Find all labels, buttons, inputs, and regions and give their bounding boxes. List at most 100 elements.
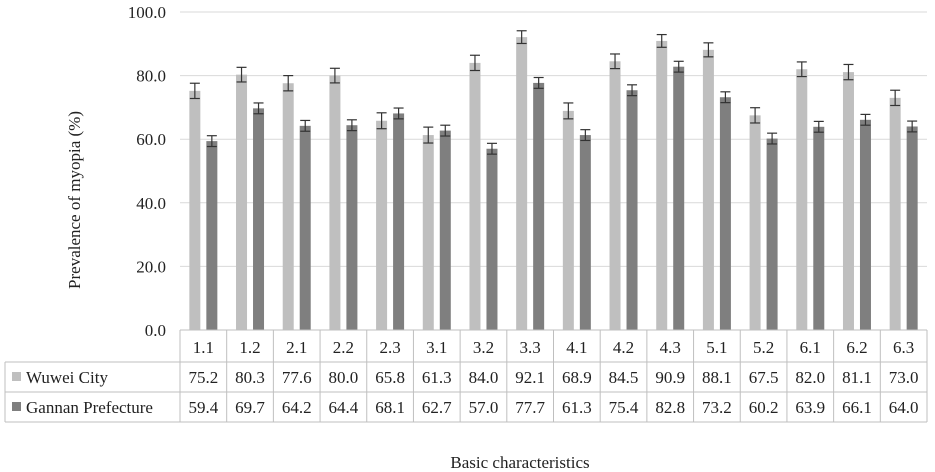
error-bar [236, 66, 247, 83]
error-bar [627, 84, 638, 97]
bar [906, 126, 918, 330]
error-bar [206, 135, 217, 148]
error-bar [610, 53, 621, 70]
data-label: 75.2 [188, 368, 218, 387]
data-label: 64.2 [282, 398, 312, 417]
y-axis-label: Prevalence of myopia (%) [65, 111, 84, 289]
bar [609, 61, 621, 330]
x-tick-label: 4.1 [566, 338, 587, 357]
data-label: 59.4 [188, 398, 218, 417]
bar [376, 120, 388, 330]
y-tick-label: 100.0 [128, 3, 166, 22]
error-bar [703, 42, 714, 58]
y-tick-label: 0.0 [145, 321, 166, 340]
error-bar [656, 33, 667, 48]
error-bar [253, 102, 264, 115]
data-label: 64.4 [329, 398, 359, 417]
legend-label: Wuwei City [26, 368, 108, 387]
bar [579, 135, 591, 330]
bar [859, 119, 871, 330]
y-axis-ticks: 0.0 20.0 40.0 60.0 80.0 100.0 [128, 3, 166, 340]
error-bar [563, 102, 574, 120]
error-bar [329, 67, 340, 84]
data-label: 68.9 [562, 368, 592, 387]
bar [282, 83, 294, 331]
error-bar [469, 54, 480, 72]
bar [533, 82, 545, 330]
legend-swatch [12, 372, 21, 381]
error-bar [750, 107, 761, 124]
data-label: 57.0 [469, 398, 499, 417]
x-tick-label: 5.1 [706, 338, 727, 357]
data-label: 80.3 [235, 368, 265, 387]
data-label: 88.1 [702, 368, 732, 387]
data-label: 92.1 [515, 368, 545, 387]
error-bar [189, 82, 200, 100]
y-tick-label: 60.0 [136, 130, 166, 149]
error-bar [283, 74, 294, 92]
data-label: 64.0 [889, 398, 919, 417]
bar [813, 126, 825, 330]
error-bar [376, 112, 387, 130]
x-axis-label: Basic characteristics [450, 453, 589, 472]
bar [236, 74, 248, 331]
x-tick-label: 1.1 [193, 338, 214, 357]
data-label: 61.3 [562, 398, 592, 417]
data-label: 84.5 [609, 368, 639, 387]
bar [393, 113, 405, 330]
data-label: 67.5 [749, 368, 779, 387]
error-bar [300, 119, 311, 132]
data-label: 81.1 [842, 368, 872, 387]
data-label: 65.8 [375, 368, 405, 387]
bar [889, 97, 901, 330]
bar [766, 138, 778, 330]
data-label: 73.2 [702, 398, 732, 417]
error-bar [767, 132, 778, 145]
error-bar [393, 107, 404, 120]
bar [422, 135, 434, 330]
error-bar [673, 60, 684, 73]
error-bar [890, 89, 901, 107]
x-tick-label: 2.1 [286, 338, 307, 357]
data-label: 84.0 [469, 368, 499, 387]
bar [206, 141, 218, 330]
data-label: 60.2 [749, 398, 779, 417]
error-bar [440, 124, 451, 137]
bar [469, 62, 481, 330]
bar [796, 69, 808, 331]
data-label: 77.7 [515, 398, 545, 417]
x-tick-label: 6.1 [800, 338, 821, 357]
bar [702, 49, 714, 330]
data-label: 69.7 [235, 398, 265, 417]
error-bar [796, 61, 807, 78]
data-label: 80.0 [329, 368, 359, 387]
y-tick-label: 40.0 [136, 194, 166, 213]
x-tick-label: 6.2 [846, 338, 867, 357]
data-table: 1.1 1.2 2.1 2.2 2.3 3.1 3.2 3.3 4.1 4.2 4.3 5.1 5.2 6… [4, 329, 928, 423]
bar [719, 97, 731, 330]
data-label: 75.4 [609, 398, 639, 417]
bar [486, 148, 498, 330]
bar [189, 90, 201, 330]
data-label: 66.1 [842, 398, 872, 417]
error-bar [516, 30, 527, 45]
x-tick-label: 5.2 [753, 338, 774, 357]
x-tick-label: 3.1 [426, 338, 447, 357]
data-label: 68.1 [375, 398, 405, 417]
error-bar [860, 113, 871, 126]
bar [562, 110, 574, 330]
x-tick-label: 2.3 [379, 338, 400, 357]
error-bar [843, 63, 854, 81]
y-tick-label: 20.0 [136, 257, 166, 276]
bar [842, 72, 854, 331]
bar [329, 75, 341, 330]
data-label: 82.8 [655, 398, 685, 417]
legend-swatch [12, 402, 21, 411]
x-tick-label: 1.2 [239, 338, 260, 357]
error-bar [813, 120, 824, 133]
error-bar [423, 126, 434, 144]
data-label: 82.0 [795, 368, 825, 387]
error-bars [189, 30, 918, 155]
data-label: 63.9 [795, 398, 825, 417]
